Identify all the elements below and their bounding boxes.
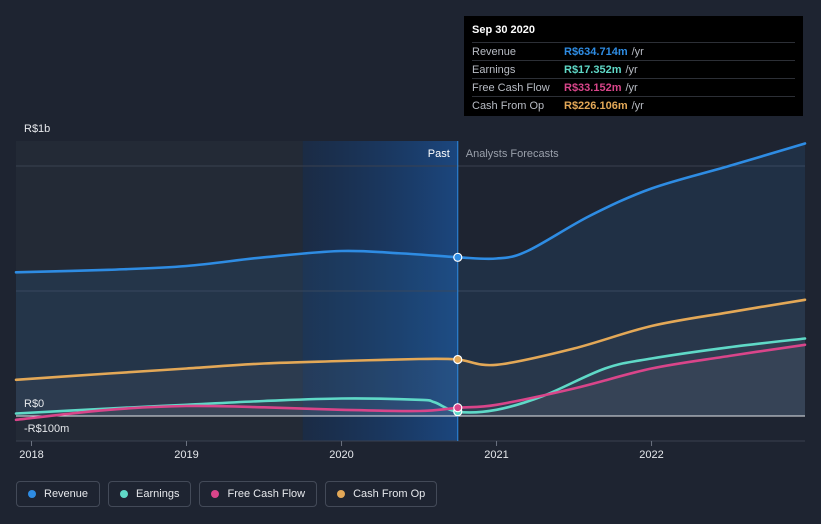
tooltip-unit: /yr	[631, 99, 644, 112]
tooltip-value: R$17.352m	[564, 63, 622, 76]
legend-label: Earnings	[136, 488, 180, 500]
legend-item-free-cash-flow[interactable]: Free Cash Flow	[199, 481, 318, 507]
area-cash-from-op	[16, 299, 805, 416]
earnings-dot-icon	[120, 490, 129, 498]
legend-label: Revenue	[44, 488, 89, 500]
tooltip-date: Sep 30 2020	[472, 24, 535, 36]
x-tick-label: 2018	[19, 449, 43, 461]
x-tick-label: 2019	[174, 449, 198, 461]
tooltip-value: R$634.714m	[564, 45, 628, 58]
y-tick-label-0: R$0	[24, 398, 45, 410]
tooltip-row-revenue: Revenue R$634.714m /yr	[472, 42, 795, 60]
legend-label: Cash From Op	[353, 488, 426, 500]
marker-free-cash-flow	[453, 403, 463, 413]
marker-revenue	[453, 252, 463, 262]
y-tick-label-1b: R$1b	[24, 123, 51, 135]
x-tick-label: 2022	[639, 449, 663, 461]
marker-cash-from-op	[453, 354, 463, 365]
series-line-cash-from-op	[14, 298, 807, 382]
tooltip-label: Revenue	[472, 45, 517, 58]
legend: Revenue Earnings Free Cash Flow Cash Fro…	[16, 481, 438, 507]
legend-item-revenue[interactable]: Revenue	[16, 481, 101, 507]
area-earnings	[16, 338, 805, 416]
free-cash-flow-dot-icon	[211, 490, 220, 498]
tooltip-label: Free Cash Flow	[472, 81, 550, 94]
revenue-dot-icon	[28, 490, 36, 498]
legend-item-cash-from-op[interactable]: Cash From Op	[325, 481, 438, 507]
tooltip: Sep 30 2020 Revenue R$634.714m /yr Earni…	[464, 16, 803, 116]
y-tick-label-neg100m: -R$100m	[24, 423, 70, 435]
tooltip-unit: /yr	[625, 63, 638, 76]
past-label: Past	[428, 148, 450, 160]
x-tick-label: 2020	[329, 449, 353, 461]
tooltip-label: Earnings	[472, 63, 516, 76]
tooltip-row-earnings: Earnings R$17.352m /yr	[472, 60, 795, 78]
cash-from-op-dot-icon	[337, 490, 346, 498]
tooltip-unit: /yr	[625, 81, 638, 94]
area-free-cash-flow	[16, 344, 805, 420]
tooltip-row-free-cash-flow: Free Cash Flow R$33.152m /yr	[472, 78, 795, 96]
area-revenue	[16, 143, 805, 416]
forecast-label: Analysts Forecasts	[466, 148, 559, 160]
tooltip-value: R$33.152m	[564, 81, 622, 94]
legend-item-earnings[interactable]: Earnings	[108, 481, 192, 507]
tooltip-unit: /yr	[631, 45, 644, 58]
tooltip-label: Cash From Op	[472, 99, 545, 112]
legend-label: Free Cash Flow	[227, 488, 306, 500]
tooltip-row-cash-from-op: Cash From Op R$226.106m /yr	[472, 96, 795, 114]
x-tick-label: 2021	[484, 449, 508, 461]
series-line-free-cash-flow	[14, 343, 807, 422]
tooltip-value: R$226.106m	[564, 99, 628, 112]
